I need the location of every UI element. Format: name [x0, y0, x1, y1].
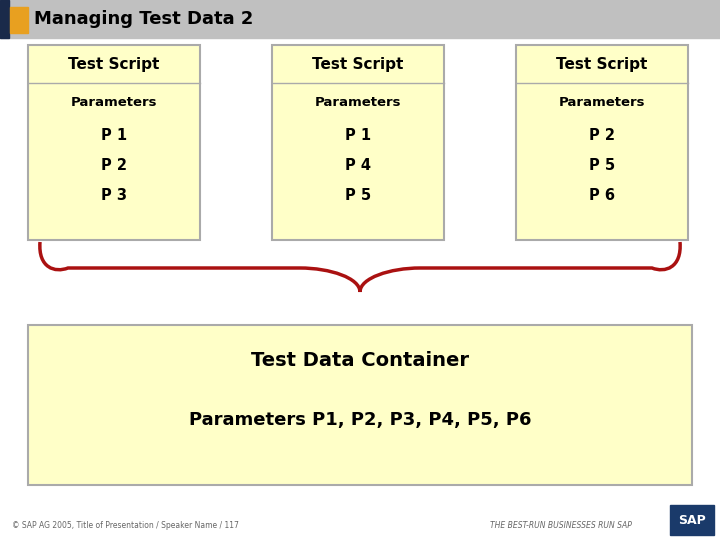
Text: P 3: P 3: [101, 187, 127, 202]
Text: Managing Test Data 2: Managing Test Data 2: [34, 10, 253, 28]
Text: Parameters: Parameters: [315, 97, 401, 110]
Text: P 1: P 1: [345, 127, 371, 143]
Text: P 2: P 2: [101, 158, 127, 172]
FancyBboxPatch shape: [272, 45, 444, 240]
Text: Test Script: Test Script: [312, 57, 404, 72]
Text: © SAP AG 2005, Title of Presentation / Speaker Name / 117: © SAP AG 2005, Title of Presentation / S…: [12, 522, 239, 530]
FancyBboxPatch shape: [28, 45, 200, 240]
Text: P 6: P 6: [589, 187, 615, 202]
Text: Parameters: Parameters: [71, 97, 157, 110]
Text: Test Data Container: Test Data Container: [251, 350, 469, 369]
Bar: [10, 7, 28, 33]
Text: P 1: P 1: [101, 127, 127, 143]
Text: Test Script: Test Script: [557, 57, 648, 72]
Bar: [0, 0, 9, 38]
FancyBboxPatch shape: [516, 45, 688, 240]
Text: P 4: P 4: [345, 158, 371, 172]
Text: THE BEST-RUN BUSINESSES RUN SAP: THE BEST-RUN BUSINESSES RUN SAP: [490, 522, 632, 530]
FancyBboxPatch shape: [670, 505, 714, 535]
Text: Parameters: Parameters: [559, 97, 645, 110]
Bar: [0, 0, 720, 38]
Text: P 5: P 5: [589, 158, 615, 172]
Text: SAP: SAP: [678, 514, 706, 526]
FancyBboxPatch shape: [28, 325, 692, 485]
Text: Test Script: Test Script: [68, 57, 160, 72]
Text: Parameters P1, P2, P3, P4, P5, P6: Parameters P1, P2, P3, P4, P5, P6: [189, 411, 531, 429]
Text: P 5: P 5: [345, 187, 371, 202]
Text: P 2: P 2: [589, 127, 615, 143]
